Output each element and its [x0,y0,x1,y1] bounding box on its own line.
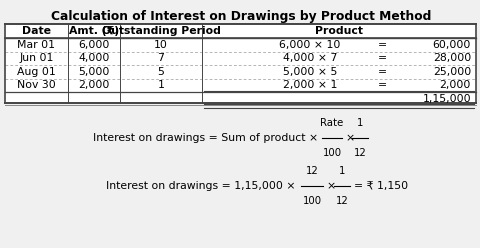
Text: 5,000: 5,000 [78,67,109,77]
Text: 100: 100 [302,195,321,206]
Text: 10: 10 [154,40,168,50]
Text: 2,000: 2,000 [439,80,470,90]
Text: Jun 01: Jun 01 [19,53,54,63]
Text: 1: 1 [356,119,362,128]
Text: 12: 12 [305,166,318,177]
Text: 5,000 × 5: 5,000 × 5 [282,67,336,77]
Text: 5: 5 [157,67,164,77]
Bar [5,24,475,103]
Text: 100: 100 [322,148,341,157]
Text: Interest on drawings = 1,15,000 ×: Interest on drawings = 1,15,000 × [106,181,295,191]
Text: 2,000 × 1: 2,000 × 1 [282,80,336,90]
Text: =: = [377,67,386,77]
Text: =: = [377,40,386,50]
Text: 6,000 × 10: 6,000 × 10 [279,40,340,50]
Text: 1: 1 [338,166,345,177]
Text: 2,000: 2,000 [78,80,109,90]
Text: =: = [377,53,386,63]
Text: 12: 12 [335,195,348,206]
Text: Mar 01: Mar 01 [17,40,55,50]
Text: Amt. (₹): Amt. (₹) [69,26,119,36]
Text: =: = [377,80,386,90]
Text: 25,000: 25,000 [432,67,470,77]
Text: Outstanding Period: Outstanding Period [101,26,220,36]
Text: 28,000: 28,000 [432,53,470,63]
Text: Product: Product [314,26,362,36]
Text: ×: × [326,181,336,191]
Text: = ₹ 1,150: = ₹ 1,150 [353,181,407,191]
Text: 60,000: 60,000 [432,40,470,50]
Text: 12: 12 [353,148,366,157]
Text: Nov 30: Nov 30 [17,80,56,90]
Text: 6,000: 6,000 [78,40,109,50]
Text: Calculation of Interest on Drawings by Product Method: Calculation of Interest on Drawings by P… [51,10,430,23]
Text: ×: × [345,133,354,143]
Text: 7: 7 [157,53,164,63]
Text: 4,000 × 7: 4,000 × 7 [282,53,336,63]
Text: Interest on drawings = Sum of product ×: Interest on drawings = Sum of product × [93,133,317,143]
Text: Aug 01: Aug 01 [17,67,56,77]
Text: Rate: Rate [320,119,343,128]
Text: 1,15,000: 1,15,000 [421,94,470,104]
Text: 1: 1 [157,80,164,90]
Text: Date: Date [22,26,51,36]
Text: 4,000: 4,000 [78,53,109,63]
